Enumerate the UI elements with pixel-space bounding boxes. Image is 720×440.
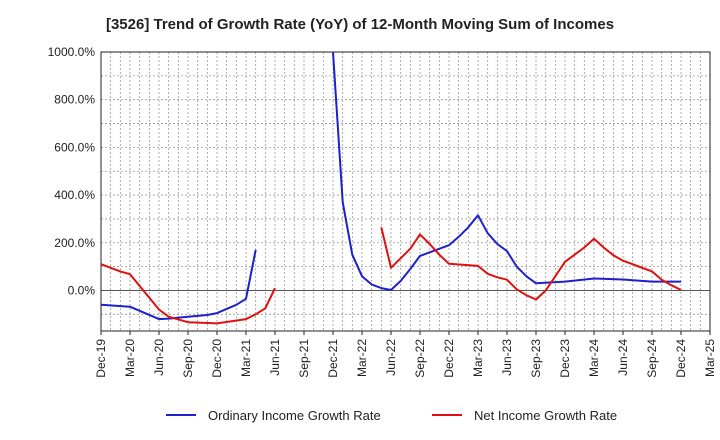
ordinary-income-growth-line xyxy=(332,51,681,291)
x-tick-label: Mar-21 xyxy=(239,339,253,377)
x-tick-label: Dec-19 xyxy=(94,339,108,378)
x-tick-label: Jun-21 xyxy=(268,339,282,376)
x-tick-label: Mar-25 xyxy=(703,339,717,377)
x-tick-label: Dec-21 xyxy=(326,339,340,378)
y-tick-label: 1000.0% xyxy=(48,45,96,59)
x-tick-label: Dec-24 xyxy=(674,339,688,378)
y-tick-label: 0.0% xyxy=(68,283,96,297)
x-tick-label: Sep-20 xyxy=(181,339,195,378)
x-tick-label: Dec-23 xyxy=(558,339,572,378)
y-tick-label: 200.0% xyxy=(54,236,95,250)
x-tick-label: Mar-20 xyxy=(123,339,137,377)
y-tick-label: 600.0% xyxy=(54,140,95,154)
x-tick-label: Mar-22 xyxy=(355,339,369,377)
x-tick-label: Jun-22 xyxy=(384,339,398,376)
ordinary-income-growth-line xyxy=(100,249,257,321)
series-layer xyxy=(100,51,682,325)
plot-frame xyxy=(100,51,711,332)
x-tick-label: Sep-24 xyxy=(645,339,659,378)
x-tick-label: Dec-22 xyxy=(442,339,456,378)
grid-layer xyxy=(101,51,710,331)
x-tick-label: Dec-20 xyxy=(210,339,224,378)
x-axis-ticks: Dec-19 Mar-20 Jun-20 Sep-20 Dec-20 Mar-21 Jun-… xyxy=(94,331,717,378)
chart-title: [3526] Trend of Growth Rate (YoY) of 12-… xyxy=(105,16,615,33)
x-tick-label: Jun-23 xyxy=(500,339,514,376)
x-tick-label: Sep-21 xyxy=(297,339,311,378)
y-axis-ticks: 0.0% 200.0% 400.0% 600.0% 800.0% 1000.0% xyxy=(48,45,96,297)
net-income-growth-line xyxy=(380,227,682,301)
legend: Ordinary Income Growth Rate Net Income Gr… xyxy=(166,408,617,423)
y-tick-label: 400.0% xyxy=(54,188,95,202)
legend-net-label: Net Income Growth Rate xyxy=(474,408,617,423)
x-tick-label: Mar-24 xyxy=(587,339,601,377)
legend-ordinary-label: Ordinary Income Growth Rate xyxy=(208,408,381,423)
x-tick-label: Mar-23 xyxy=(471,339,485,377)
y-tick-label: 800.0% xyxy=(54,93,95,107)
x-tick-label: Sep-22 xyxy=(413,339,427,378)
x-tick-label: Jun-20 xyxy=(152,339,166,376)
net-income-growth-line xyxy=(100,263,276,325)
x-tick-label: Jun-24 xyxy=(616,339,630,376)
x-tick-label: Sep-23 xyxy=(529,339,543,378)
